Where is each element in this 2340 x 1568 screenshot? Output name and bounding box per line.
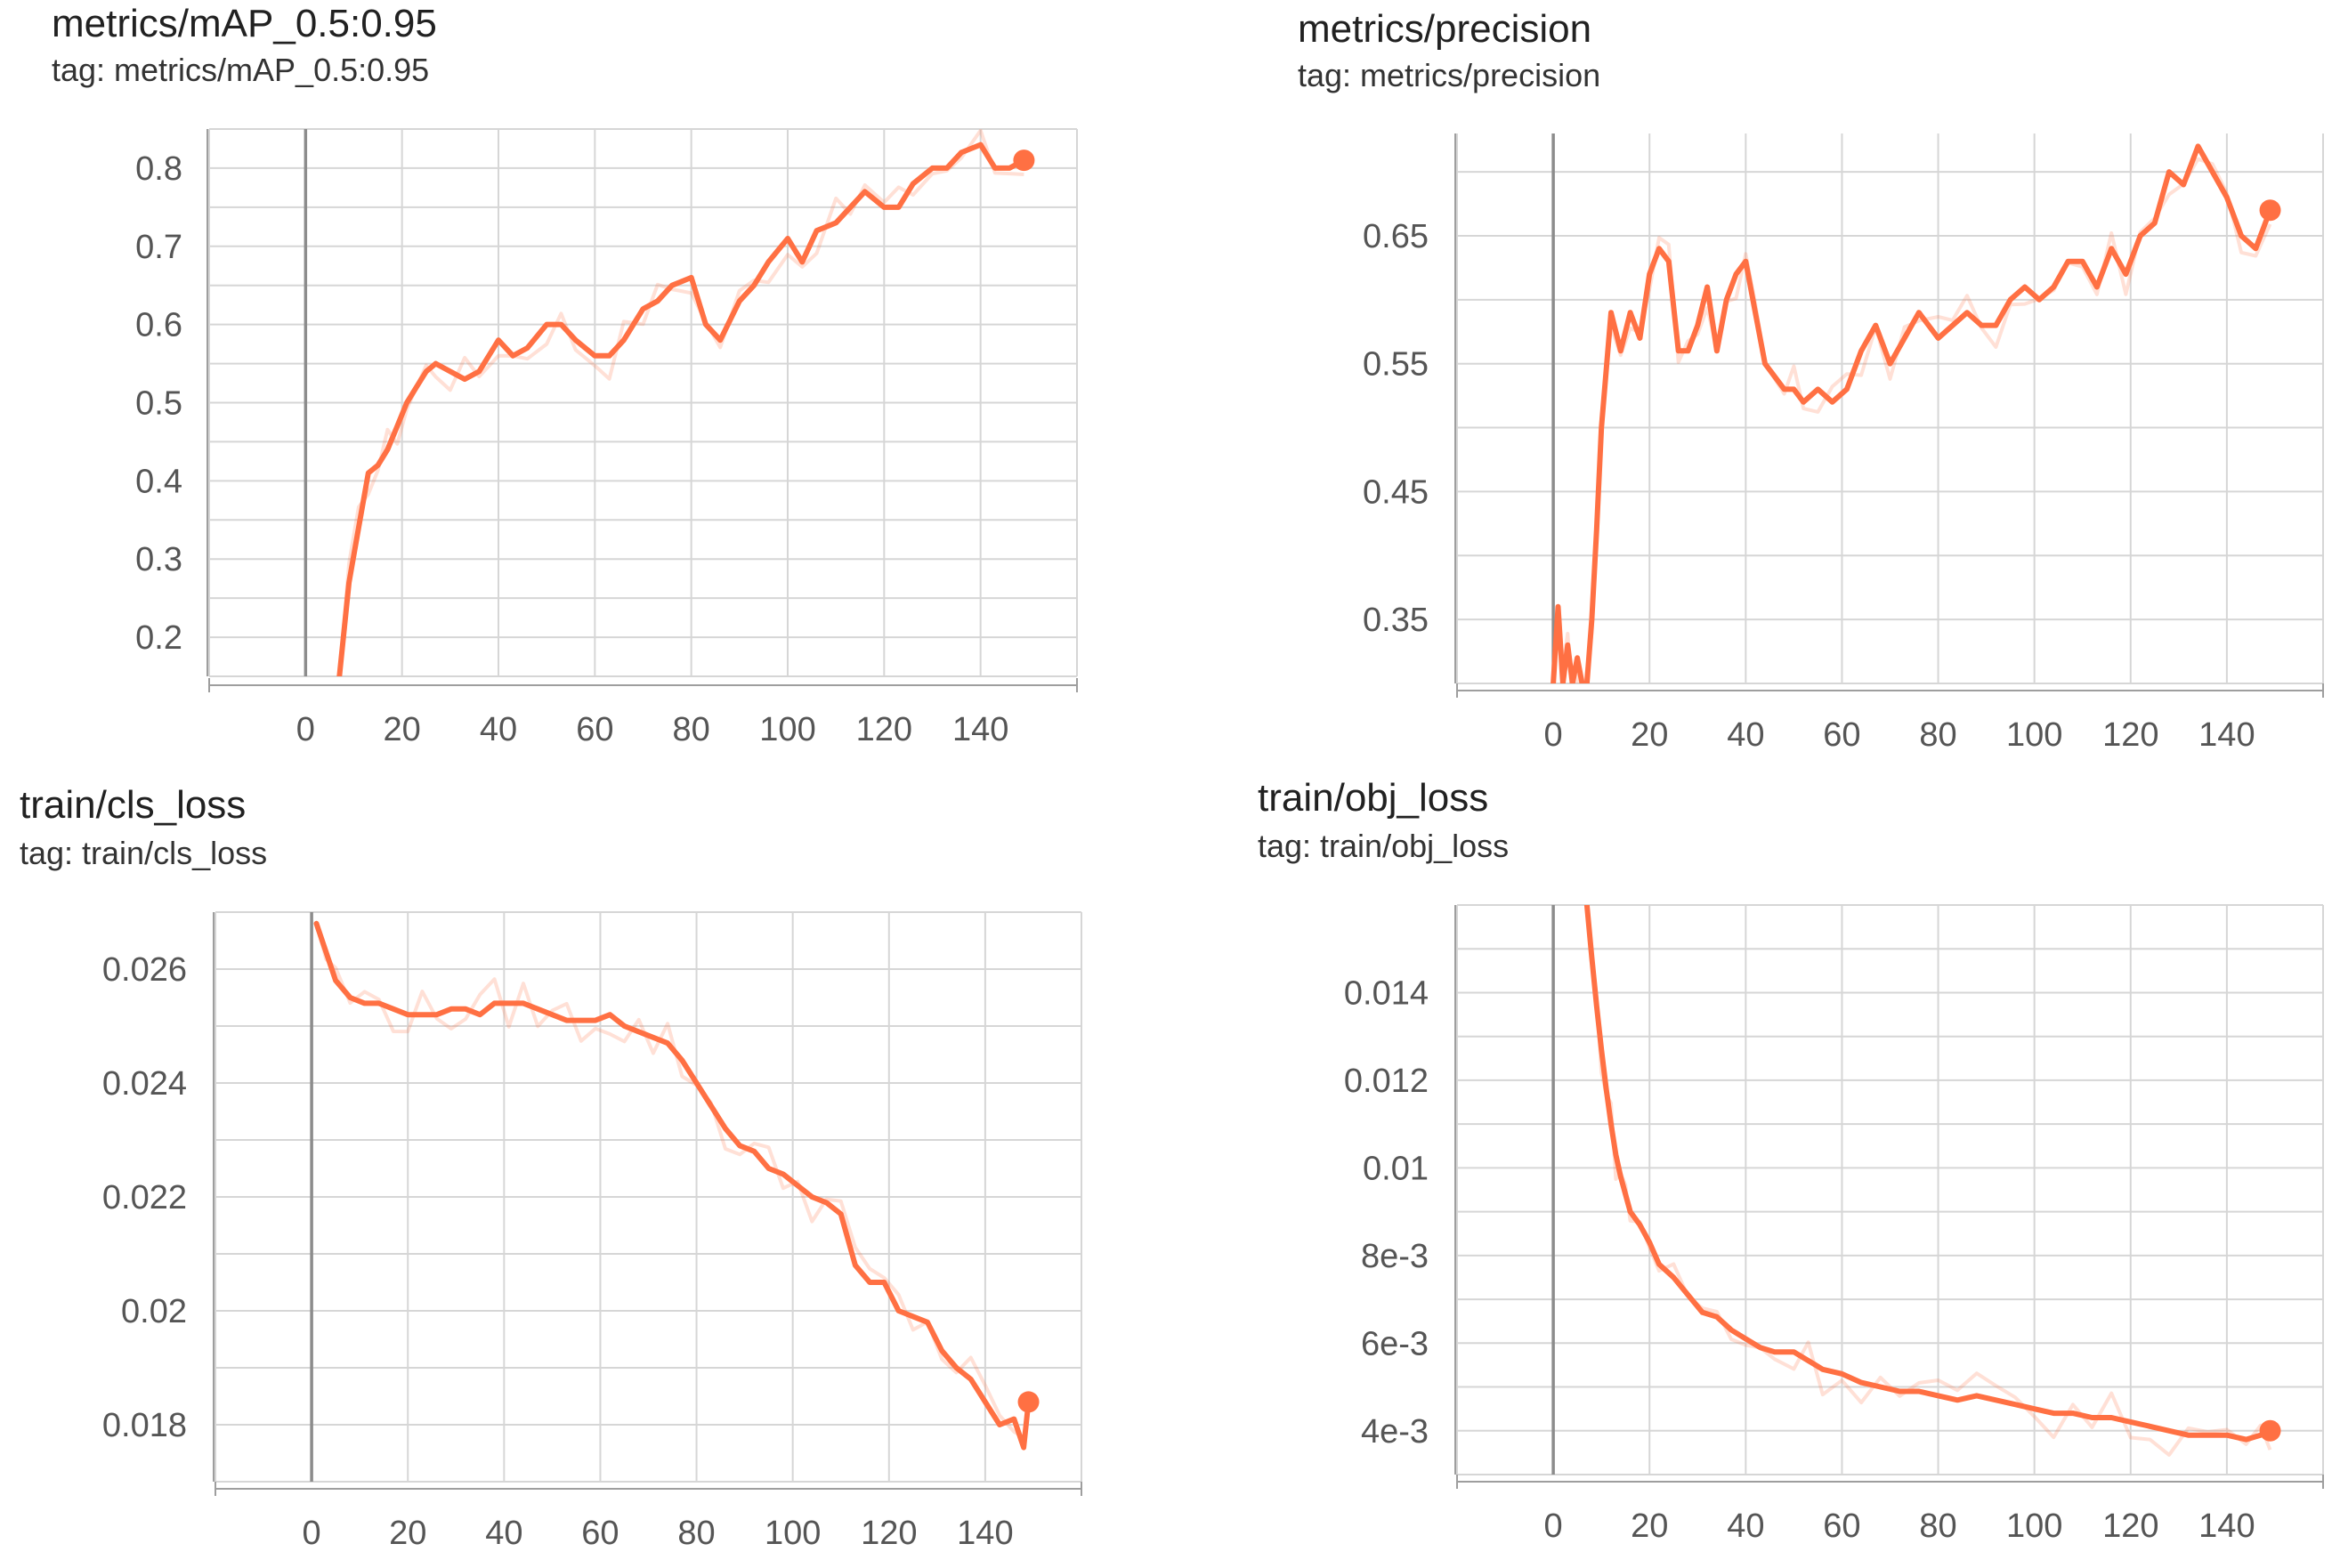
chart-svg-obj-loss: 0 20 40 60 80 100 120 140 4e-3 6e-3 8e-3 0.01 0.012 0… <box>1344 904 2324 1545</box>
smoothed-series-line <box>1583 905 2273 1443</box>
series-end-point[interactable] <box>1013 150 1035 172</box>
x-tick-label: 0 <box>1544 716 1563 754</box>
y-tick-label: 0.5 <box>135 385 182 423</box>
x-tick-label: 100 <box>2006 716 2062 754</box>
y-tick-label: 0.7 <box>135 229 182 266</box>
grid <box>208 128 1078 677</box>
x-tick-label: 120 <box>2102 716 2158 754</box>
x-tick-label: 0 <box>303 1515 321 1552</box>
x-tick-label: 20 <box>1631 1507 1668 1545</box>
y-tick-label: 0.3 <box>135 541 182 578</box>
x-tick-label: 120 <box>2102 1507 2158 1545</box>
series-end-point[interactable] <box>2259 199 2281 222</box>
chart-panel-precision: metrics/precision tag: metrics/precision… <box>1157 0 2340 765</box>
y-tick-label: 0.8 <box>135 150 182 188</box>
chart-tag: tag: metrics/mAP_0.5:0.95 <box>52 52 430 88</box>
y-tick-label: 0.6 <box>135 307 182 344</box>
chart-title: metrics/precision <box>1298 7 1592 51</box>
series-end-point[interactable] <box>2259 1419 2281 1442</box>
y-tick-label: 0.024 <box>102 1065 187 1103</box>
x-tick-label: 100 <box>2006 1507 2062 1545</box>
x-tick-label: 140 <box>2198 716 2255 754</box>
x-tick-label: 140 <box>952 711 1008 748</box>
plot-area <box>1551 143 2273 683</box>
y-tick-label: 0.45 <box>1363 473 1429 511</box>
x-tick-label: 60 <box>576 711 613 748</box>
chart-panel-cls-loss: train/cls_loss tag: train/cls_loss 0 20 40… <box>0 765 1157 1568</box>
y-tick-label: 0.2 <box>135 619 182 657</box>
x-tick-label: 80 <box>1919 716 1956 754</box>
x-tick-label: 140 <box>2198 1507 2255 1545</box>
grid <box>215 911 1082 1483</box>
x-tick-label: 40 <box>480 711 517 748</box>
raw-series-line <box>1584 905 2272 1457</box>
raw-series-line <box>1551 157 2272 683</box>
y-tick-label: 0.4 <box>135 463 182 500</box>
x-tick-label: 80 <box>673 711 710 748</box>
series-end-point[interactable] <box>1017 1391 1040 1413</box>
plot-area <box>1583 905 2273 1457</box>
x-tick-label: 20 <box>1631 716 1668 754</box>
x-tick-label: 120 <box>856 711 912 748</box>
y-tick-label: 0.02 <box>121 1293 187 1330</box>
grid <box>1456 133 2324 684</box>
y-tick-label: 0.55 <box>1363 346 1429 384</box>
x-tick-label: 20 <box>389 1515 426 1552</box>
x-tick-label: 100 <box>765 1515 821 1552</box>
chart-svg-cls-loss: 0 20 40 60 80 100 120 140 0.018 0.02 0.022 0.024 0.0… <box>102 911 1082 1552</box>
x-tick-label: 80 <box>677 1515 715 1552</box>
y-tick-label: 0.012 <box>1344 1063 1429 1100</box>
x-tick-label: 120 <box>861 1515 917 1552</box>
y-tick-label: 0.35 <box>1363 602 1429 639</box>
x-tick-label: 40 <box>1727 716 1764 754</box>
x-tick-label: 60 <box>1823 1507 1860 1545</box>
x-tick-label: 140 <box>957 1515 1013 1552</box>
chart-panel-map: metrics/mAP_0.5:0.95 tag: metrics/mAP_0.… <box>0 0 1157 765</box>
plot-area <box>313 920 1032 1451</box>
chart-tag: tag: train/cls_loss <box>20 835 268 871</box>
chart-tag: tag: train/obj_loss <box>1258 828 1510 864</box>
y-tick-label: 0.65 <box>1363 218 1429 255</box>
chart-svg-map: 0 20 40 60 80 100 120 140 0.2 0.3 0.4 0.5 0.6 0.7 0.8 <box>135 128 1078 748</box>
x-tick-label: 20 <box>384 711 421 748</box>
x-tick-label: 60 <box>581 1515 619 1552</box>
y-tick-label: 0.018 <box>102 1407 187 1444</box>
x-tick-label: 0 <box>296 711 315 748</box>
smoothed-series-line <box>1551 143 2273 683</box>
y-tick-label: 0.026 <box>102 951 187 989</box>
y-tick-label: 0.014 <box>1344 974 1429 1012</box>
x-tick-label: 40 <box>1727 1507 1764 1545</box>
x-tick-label: 80 <box>1919 1507 1956 1545</box>
x-tick-label: 60 <box>1823 716 1860 754</box>
chart-title: train/obj_loss <box>1258 776 1489 820</box>
chart-panel-obj-loss: train/obj_loss tag: train/obj_loss 0 20 40… <box>1157 765 2340 1568</box>
raw-series-line <box>314 923 1031 1440</box>
x-tick-label: 100 <box>759 711 815 748</box>
x-tick-label: 40 <box>485 1515 522 1552</box>
smoothed-series-line <box>313 920 1032 1451</box>
y-tick-label: 8e-3 <box>1361 1238 1429 1275</box>
chart-svg-precision: 0 20 40 60 80 100 120 140 0.35 0.45 0.55 0.65 <box>1363 133 2324 754</box>
plot-area <box>336 129 1027 676</box>
x-tick-label: 0 <box>1544 1507 1563 1545</box>
chart-tag: tag: metrics/precision <box>1298 57 1601 93</box>
y-tick-label: 0.01 <box>1363 1150 1429 1187</box>
y-tick-label: 6e-3 <box>1361 1325 1429 1362</box>
smoothed-series-line <box>336 141 1027 676</box>
y-tick-label: 0.022 <box>102 1179 187 1216</box>
y-tick-label: 4e-3 <box>1361 1413 1429 1451</box>
chart-title: train/cls_loss <box>20 783 247 827</box>
grid <box>1456 904 2324 1475</box>
chart-title: metrics/mAP_0.5:0.95 <box>52 2 437 45</box>
